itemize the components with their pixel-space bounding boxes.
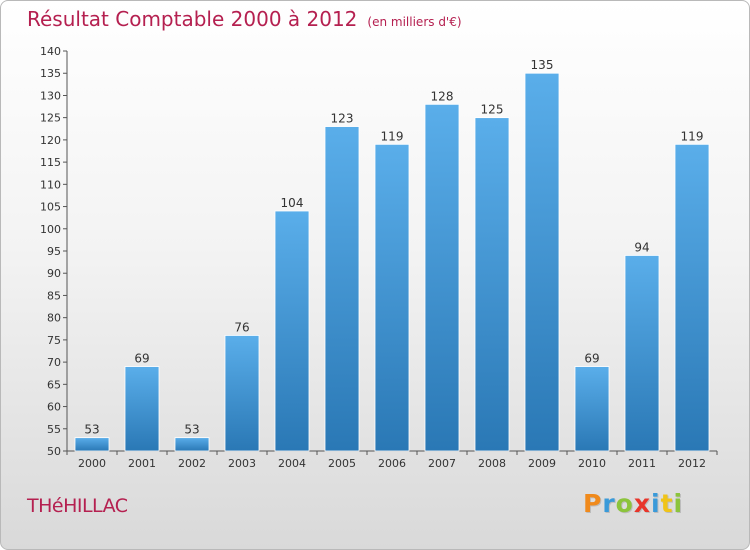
- chart-title: Résultat Comptable 2000 à 2012: [27, 7, 358, 31]
- y-tick-label: 115: [40, 156, 61, 169]
- bar-2001: [124, 366, 160, 452]
- x-tick-label: 2010: [578, 457, 606, 470]
- y-tick-label: 65: [47, 378, 61, 391]
- x-tick-label: 2004: [278, 457, 306, 470]
- bar-2006: [374, 143, 410, 452]
- bar-value-label: 76: [234, 320, 249, 334]
- x-tick-label: 2006: [378, 457, 406, 470]
- bar-value-label: 104: [281, 196, 304, 210]
- chart-title-block: Résultat Comptable 2000 à 2012 (en millie…: [27, 7, 462, 31]
- y-tick-label: 110: [40, 178, 61, 191]
- y-tick-label: 105: [40, 201, 61, 214]
- y-tick-label: 120: [40, 134, 61, 147]
- x-tick-label: 2008: [478, 457, 506, 470]
- x-tick-label: 2011: [628, 457, 656, 470]
- bar-series: 53 69 53 76 104 123 119 128 125 135 69 94 119: [74, 58, 710, 452]
- x-tick-label: 2012: [678, 457, 706, 470]
- bar-value-label: 69: [134, 352, 149, 366]
- logo-letter: t: [660, 489, 674, 518]
- y-tick-label: 75: [47, 334, 61, 347]
- logo-letter: i: [673, 489, 684, 518]
- bar-2011: [624, 255, 660, 452]
- bar-value-label: 119: [681, 129, 704, 143]
- x-tick-label: 2007: [428, 457, 456, 470]
- bar-value-label: 53: [84, 423, 99, 437]
- y-tick-label: 130: [40, 89, 61, 102]
- bar-value-label: 94: [634, 240, 649, 254]
- bar-value-label: 119: [381, 129, 404, 143]
- bar-2009: [524, 72, 560, 452]
- x-tick-label: 2000: [78, 457, 106, 470]
- logo-letter: o: [615, 489, 634, 518]
- y-tick-label: 55: [47, 423, 61, 436]
- bar-2000: [74, 437, 110, 452]
- y-tick-label: 60: [47, 401, 61, 414]
- bar-2005: [324, 126, 360, 452]
- chart-unit-label: (en milliers d'€): [367, 15, 462, 29]
- bar-2010: [574, 366, 610, 452]
- logo-letter: x: [633, 489, 651, 518]
- bar-2007: [424, 103, 460, 452]
- commune-name: THéHILLAC: [27, 495, 128, 517]
- bar-2008: [474, 117, 510, 452]
- logo-letter: r: [602, 489, 616, 518]
- bar-value-label: 123: [331, 112, 354, 126]
- logo-letter: P: [583, 489, 603, 518]
- bar-2004: [274, 210, 310, 452]
- x-tick-label: 2002: [178, 457, 206, 470]
- y-tick-label: 95: [47, 245, 61, 258]
- y-axis: 50 55 60 65 70 75 80 85 90 95 100 105 110 115 120 125 13…: [40, 45, 68, 458]
- x-axis: 2000 2001 2002 2003 2004 2005 2006 2007 2008 2009…: [66, 450, 718, 470]
- proxiti-logo[interactable]: Proxiti: [583, 489, 683, 518]
- x-tick-label: 2009: [528, 457, 556, 470]
- y-tick-label: 80: [47, 312, 61, 325]
- y-tick-label: 50: [47, 445, 61, 458]
- x-tick-label: 2005: [328, 457, 356, 470]
- bar-value-label: 69: [584, 352, 599, 366]
- bar-value-label: 53: [184, 423, 199, 437]
- bar-value-label: 128: [431, 89, 454, 103]
- bar-2002: [174, 437, 210, 452]
- y-tick-label: 70: [47, 356, 61, 369]
- y-tick-label: 140: [40, 45, 61, 58]
- x-tick-label: 2001: [128, 457, 156, 470]
- logo-letter: i: [651, 489, 661, 518]
- y-tick-label: 125: [40, 112, 61, 125]
- bar-2003: [224, 335, 260, 452]
- y-tick-label: 85: [47, 289, 61, 302]
- x-tick-label: 2003: [228, 457, 256, 470]
- bar-value-label: 125: [481, 103, 504, 117]
- bar-2012: [674, 143, 710, 452]
- y-tick-label: 90: [47, 267, 61, 280]
- bar-value-label: 135: [531, 58, 554, 72]
- y-tick-label: 100: [40, 223, 61, 236]
- y-tick-label: 135: [40, 67, 61, 80]
